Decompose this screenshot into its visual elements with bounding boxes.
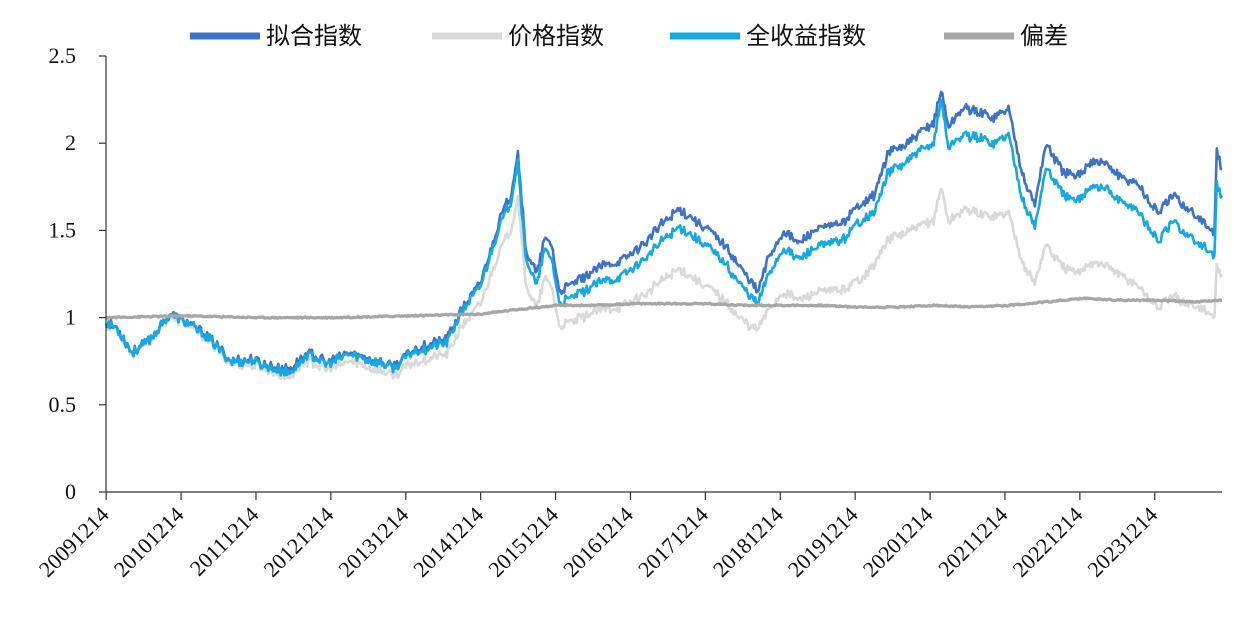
y-tick-label: 2.5 — [49, 43, 77, 68]
legend-label: 价格指数 — [508, 22, 604, 50]
x-tick-label: 20121214 — [259, 502, 339, 582]
x-tick-label: 20101214 — [109, 502, 189, 582]
legend-label: 偏差 — [1020, 22, 1068, 50]
series-layer — [104, 90, 1224, 381]
x-tick-label: 20141214 — [408, 502, 488, 582]
series-line-2 — [104, 98, 1224, 377]
y-tick-label: 1 — [65, 305, 76, 330]
axes: 0 0.5 1 1.5 2 2.5 2009121420101214201112142012… — [34, 43, 1222, 582]
x-tick-label: 20181214 — [708, 502, 788, 582]
x-tick-label: 20091214 — [34, 502, 114, 582]
x-tick-label: 20231214 — [1082, 502, 1162, 582]
x-tick-label: 20191214 — [783, 502, 863, 582]
x-tick-label: 20221214 — [1007, 502, 1087, 582]
x-tick-label: 20201214 — [858, 502, 938, 582]
y-tick-label: 0 — [65, 479, 76, 504]
legend: 拟合指数 价格指数 全收益指数 偏差 — [190, 22, 1068, 50]
series-line-0 — [104, 90, 1223, 375]
series-line-1 — [104, 187, 1224, 381]
x-tick-label: 20161214 — [558, 502, 638, 582]
series-line-3 — [104, 296, 1223, 320]
y-tick-label: 1.5 — [49, 217, 77, 242]
y-tick-label: 0.5 — [49, 392, 77, 417]
x-tick-label: 20131214 — [333, 502, 413, 582]
y-tick-label: 2 — [65, 130, 76, 155]
legend-label: 全收益指数 — [746, 22, 866, 50]
x-tick-label: 20151214 — [483, 502, 563, 582]
x-tick-label: 20171214 — [633, 502, 713, 582]
x-tick-label: 20111214 — [185, 502, 264, 581]
x-tick-label: 20211214 — [933, 502, 1012, 581]
legend-label: 拟合指数 — [266, 22, 362, 50]
